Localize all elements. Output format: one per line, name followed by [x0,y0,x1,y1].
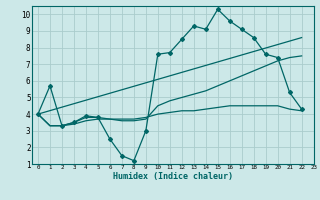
X-axis label: Humidex (Indice chaleur): Humidex (Indice chaleur) [113,172,233,181]
